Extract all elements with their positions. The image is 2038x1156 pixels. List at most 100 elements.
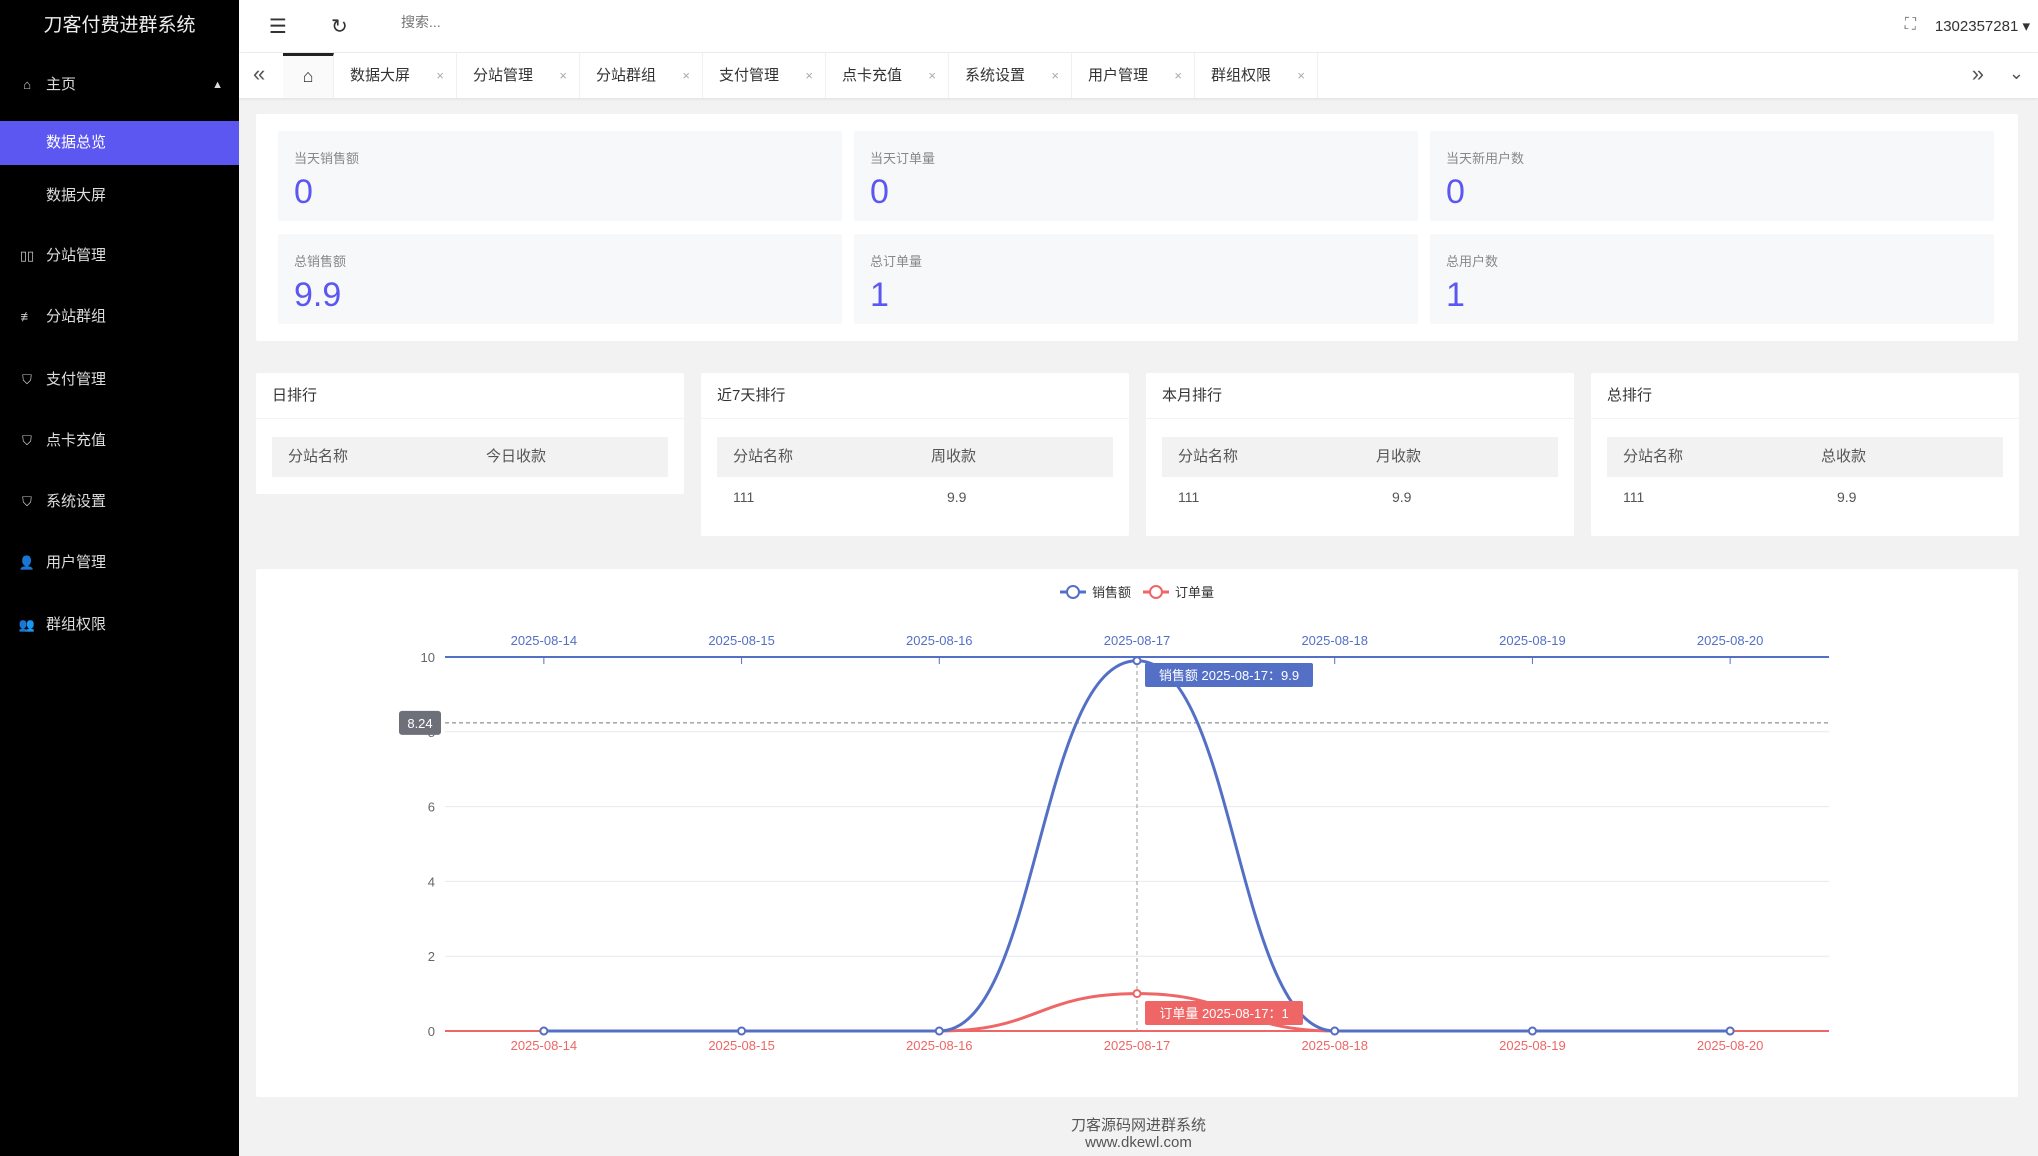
- sidebar-item-1[interactable]: 数据总览: [0, 121, 239, 165]
- tab-2[interactable]: 分站群组 ×: [580, 53, 703, 98]
- close-icon[interactable]: ×: [928, 68, 936, 83]
- axis-pointer-bottom-label: 订单量 2025-08-17：1: [1159, 1006, 1288, 1021]
- refresh-icon[interactable]: ↻: [331, 16, 348, 38]
- stat-value: 1: [870, 276, 889, 314]
- tab-4[interactable]: 点卡充值 ×: [826, 53, 949, 98]
- username: 1302357281: [1934, 18, 2019, 35]
- fullscreen-icon[interactable]: ⛶: [1904, 16, 1916, 33]
- sidebar-item-2[interactable]: 数据大屏: [0, 174, 239, 218]
- close-icon[interactable]: ×: [1051, 68, 1059, 83]
- sidebar-item-label: 主页: [46, 76, 77, 93]
- ranking-title: 近7天排行: [701, 373, 1129, 419]
- ranking-title: 日排行: [256, 373, 684, 419]
- user-menu[interactable]: 1302357281 ▾: [1934, 18, 2030, 35]
- tab-6[interactable]: 用户管理 ×: [1072, 53, 1195, 98]
- users-icon: 👥: [18, 617, 36, 632]
- close-icon[interactable]: ×: [682, 68, 690, 83]
- data-point: [1132, 989, 1142, 999]
- columns-icon: ▯▯: [19, 248, 35, 263]
- sidebar-item-0[interactable]: ⌂ 主页 ▲: [0, 63, 239, 107]
- stat-label: 总用户数: [1446, 254, 1499, 269]
- search-input[interactable]: [401, 14, 701, 30]
- close-icon[interactable]: ×: [1297, 68, 1305, 83]
- close-icon[interactable]: ×: [559, 68, 567, 83]
- sidebar-item-label: 数据大屏: [46, 187, 107, 204]
- sidebar-item-5[interactable]: ⛉ 支付管理: [0, 358, 239, 402]
- stat-box: 当天订单量 0: [854, 131, 1418, 221]
- sidebar-item-label: 用户管理: [46, 554, 107, 571]
- tab-0[interactable]: 数据大屏 ×: [334, 53, 457, 98]
- data-point: [1330, 1026, 1340, 1036]
- tab-label: 支付管理: [719, 67, 780, 84]
- tab-label: 用户管理: [1088, 67, 1149, 84]
- x-tick-label-bottom: 2025-08-19: [1499, 1038, 1566, 1053]
- scroll-right-icon[interactable]: »: [1971, 61, 1984, 86]
- table-row: 111 9.9: [1607, 477, 2003, 517]
- close-icon[interactable]: ×: [1174, 68, 1182, 83]
- x-tick-label-top: 2025-08-20: [1697, 633, 1764, 648]
- stat-label: 当天新用户数: [1446, 151, 1525, 166]
- stat-label: 总订单量: [870, 254, 923, 269]
- data-point: [1527, 1026, 1537, 1036]
- column-header: 周收款: [931, 448, 977, 465]
- tab-3[interactable]: 支付管理 ×: [703, 53, 826, 98]
- x-tick-label-top: 2025-08-15: [708, 633, 775, 648]
- footer-link[interactable]: www.dkewl.com: [1085, 1134, 1192, 1151]
- sliders-icon: ≢: [20, 309, 34, 324]
- tab-7[interactable]: 群组权限 ×: [1195, 53, 1318, 98]
- y-tick-label: 10: [421, 650, 435, 665]
- sidebar-item-7[interactable]: ⛉ 系统设置: [0, 480, 239, 524]
- axis-pointer-top-badge: [1145, 663, 1313, 687]
- sidebar-item-label: 系统设置: [46, 493, 107, 510]
- header: ☰ ↻ ⛶ 1302357281 ▾: [239, 0, 2038, 53]
- home-icon: ⌂: [23, 77, 31, 92]
- ranking-card: 本月排行 分站名称 月收款 111 9.9: [1146, 373, 1574, 536]
- sidebar-item-4[interactable]: ≢ 分站群组: [0, 295, 239, 339]
- ranking-header: 分站名称 周收款: [717, 437, 1113, 477]
- stat-label: 总销售额: [294, 254, 347, 269]
- axis-pointer-y-label: 8.24: [407, 716, 432, 731]
- legend-marker: [1066, 585, 1080, 599]
- menu-toggle-icon[interactable]: ☰: [269, 16, 287, 38]
- scroll-left-icon[interactable]: «: [253, 61, 266, 86]
- tab-home[interactable]: ⌂: [283, 53, 334, 98]
- sidebar-item-3[interactable]: ▯▯ 分站管理: [0, 234, 239, 278]
- sidebar-item-9[interactable]: 👥 群组权限: [0, 603, 239, 647]
- stat-box: 总销售额 9.9: [278, 234, 842, 324]
- data-point: [737, 1026, 747, 1036]
- ranking-card: 日排行 分站名称 今日收款: [256, 373, 684, 494]
- x-tick-label-bottom: 2025-08-15: [708, 1038, 775, 1053]
- column-header: 今日收款: [486, 448, 547, 465]
- ranking-title: 本月排行: [1146, 373, 1574, 419]
- tab-label: 分站管理: [473, 67, 534, 84]
- shield-icon: ⛉: [22, 372, 32, 387]
- tab-label: 点卡充值: [842, 67, 903, 84]
- y-tick-label: 0: [428, 1024, 435, 1039]
- tab-5[interactable]: 系统设置 ×: [949, 53, 1072, 98]
- y-tick-label: 4: [428, 874, 435, 889]
- chevron-down-icon[interactable]: ⌄: [2008, 63, 2024, 83]
- stat-label: 当天订单量: [870, 151, 936, 166]
- column-header: 总收款: [1821, 448, 1867, 465]
- tab-label: 系统设置: [965, 67, 1026, 84]
- ranking-card: 近7天排行 分站名称 周收款 111 9.9: [701, 373, 1129, 536]
- stat-value: 0: [1446, 173, 1465, 211]
- ranking-card: 总排行 分站名称 总收款 111 9.9: [1591, 373, 2019, 536]
- sidebar-item-label: 点卡充值: [46, 432, 107, 449]
- stat-value: 0: [294, 173, 313, 211]
- y-tick-label: 2: [428, 949, 435, 964]
- close-icon[interactable]: ×: [436, 68, 444, 83]
- shield-icon: ⛉: [22, 494, 32, 509]
- x-tick-label-bottom: 2025-08-18: [1301, 1038, 1368, 1053]
- sidebar-item-label: 分站管理: [46, 247, 107, 264]
- close-icon[interactable]: ×: [805, 68, 813, 83]
- stat-box: 总订单量 1: [854, 234, 1418, 324]
- data-point: [934, 1026, 944, 1036]
- sidebar-item-6[interactable]: ⛉ 点卡充值: [0, 419, 239, 463]
- sidebar-item-8[interactable]: 👤 用户管理: [0, 541, 239, 585]
- legend-label: 订单量: [1175, 585, 1214, 600]
- cell: 111: [1178, 489, 1200, 505]
- tab-1[interactable]: 分站管理 ×: [457, 53, 580, 98]
- axis-pointer-bottom-badge: [1145, 1001, 1303, 1025]
